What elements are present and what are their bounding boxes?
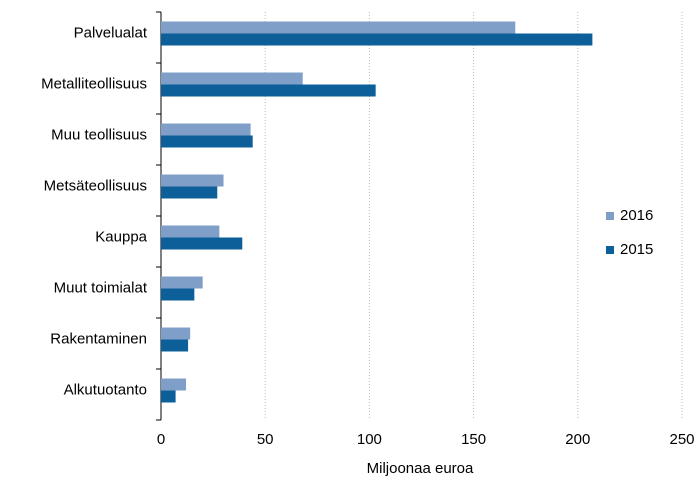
y-tick-label: Alkutuotanto <box>64 381 147 398</box>
bar <box>161 33 593 46</box>
legend-label: 2015 <box>620 241 653 258</box>
legend-label: 2016 <box>620 207 653 224</box>
x-tick-label: 100 <box>357 431 382 448</box>
y-tick-label: Metalliteollisuus <box>41 75 147 92</box>
bar <box>161 72 303 85</box>
bar <box>161 123 251 136</box>
bar <box>161 327 191 340</box>
bar <box>161 276 203 289</box>
x-tick-label: 200 <box>565 431 590 448</box>
bar <box>161 288 195 301</box>
bar <box>161 186 218 199</box>
bar <box>161 21 516 34</box>
x-axis-title: Miljoonaa euroa <box>367 460 474 477</box>
bar <box>161 225 220 238</box>
bar <box>161 237 243 250</box>
bar <box>161 135 253 148</box>
y-tick-label: Metsäteollisuus <box>44 177 147 194</box>
y-tick-label: Kauppa <box>95 228 147 245</box>
bar <box>161 390 176 403</box>
legend-swatch <box>606 246 614 254</box>
legend-swatch <box>606 212 614 220</box>
y-tick-label: Palvelualat <box>74 24 148 41</box>
y-tick-label: Rakentaminen <box>50 330 147 347</box>
x-tick-label: 0 <box>157 431 165 448</box>
x-tick-label: 50 <box>257 431 274 448</box>
y-tick-label: Muut toimialat <box>54 279 148 296</box>
y-tick-label: Muu teollisuus <box>51 126 147 143</box>
bar <box>161 174 224 187</box>
bar <box>161 378 187 391</box>
bar <box>161 339 189 352</box>
bar <box>161 84 376 97</box>
x-tick-label: 250 <box>669 431 694 448</box>
x-tick-label: 150 <box>461 431 486 448</box>
